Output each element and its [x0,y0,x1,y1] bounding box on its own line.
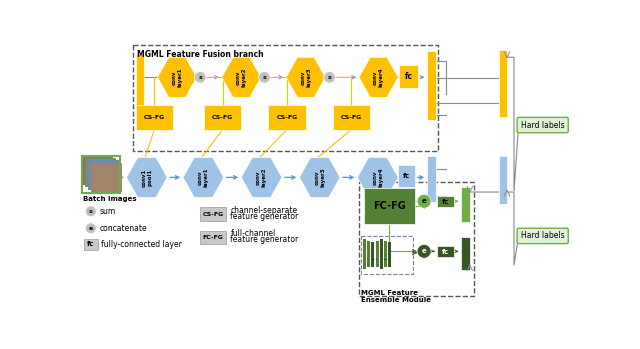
Bar [84,239,98,250]
Text: e: e [422,198,426,204]
Bar [499,156,507,203]
Bar [136,54,145,127]
Bar [136,105,173,130]
Text: CS-FG: CS-FG [340,115,362,120]
Text: full-channel: full-channel [230,229,276,238]
Bar [461,237,470,270]
Bar [363,239,366,269]
Bar [333,105,370,130]
Bar [376,240,379,267]
Bar [384,240,387,267]
Bar [364,188,415,224]
Bar [268,105,305,130]
Polygon shape [127,157,167,198]
Bar [204,105,241,130]
Text: fc: fc [442,249,449,255]
Polygon shape [359,57,398,97]
Text: ...: ... [370,253,378,262]
Text: conv
layer3: conv layer3 [300,67,311,87]
Text: fc: fc [87,242,95,247]
Text: Hard labels: Hard labels [521,231,564,240]
Bar [84,158,116,187]
Text: feature generator: feature generator [230,235,299,244]
Bar [380,239,383,269]
Text: FC-FG: FC-FG [203,235,224,240]
Polygon shape [286,57,325,97]
Text: conv1
pool1: conv1 pool1 [141,168,152,186]
FancyBboxPatch shape [517,117,568,133]
Text: conv
layer1: conv layer1 [198,168,209,187]
Bar [81,156,113,185]
Text: MGML Feature Fusion branch: MGML Feature Fusion branch [136,50,263,59]
Bar [91,163,122,192]
Text: CS-FG: CS-FG [203,212,224,217]
FancyBboxPatch shape [517,228,568,244]
Text: conv
layer4: conv layer4 [372,168,383,187]
Text: conv
layer2: conv layer2 [236,68,247,87]
Bar [437,196,454,207]
Circle shape [324,72,335,83]
Bar [428,51,436,120]
Text: s: s [89,209,93,214]
Text: fully-connected layer: fully-connected layer [101,240,182,249]
Text: Batch Images: Batch Images [83,196,137,202]
Bar [200,207,227,221]
Bar [88,161,119,190]
Text: fc: fc [404,72,413,81]
Text: CS-FG: CS-FG [276,115,298,120]
Text: conv
layer4: conv layer4 [373,67,384,87]
Text: sum: sum [99,207,116,216]
Polygon shape [300,157,340,198]
Bar [397,165,415,187]
Text: s: s [198,75,202,80]
Polygon shape [222,57,261,97]
Text: conv
layer1: conv layer1 [172,68,182,87]
Text: s: s [262,75,266,80]
Text: e: e [422,248,426,254]
Bar [367,240,370,267]
Circle shape [417,244,431,258]
Circle shape [417,194,431,208]
Bar [461,187,470,222]
Text: s: s [328,75,332,80]
Polygon shape [241,157,282,198]
Text: MGML Feature
Ensemble Module: MGML Feature Ensemble Module [360,290,431,303]
Bar [499,50,507,117]
Text: CS-FG: CS-FG [212,115,233,120]
Text: feature generator: feature generator [230,212,299,221]
Text: Hard labels: Hard labels [521,120,564,129]
Circle shape [259,72,270,83]
Text: conv
layer3: conv layer3 [314,168,325,187]
Polygon shape [157,57,196,97]
Text: ...: ... [382,253,390,262]
Text: FC-FG: FC-FG [373,201,406,211]
Text: CS-FG: CS-FG [144,115,165,120]
Text: channel-separate: channel-separate [230,206,298,215]
Text: e: e [89,226,93,231]
Bar [81,156,120,193]
Polygon shape [358,157,398,198]
Circle shape [85,206,96,217]
Bar [428,156,436,202]
Bar [399,65,418,88]
Text: concatenate: concatenate [99,224,147,233]
Text: fc: fc [403,173,410,179]
Bar [437,246,454,258]
Circle shape [85,223,96,233]
Bar [200,231,227,244]
Polygon shape [183,157,224,198]
Bar [371,242,374,267]
Bar [388,242,391,267]
Circle shape [195,72,206,83]
Text: fc: fc [442,199,449,205]
Text: conv
layer2: conv layer2 [256,168,267,187]
